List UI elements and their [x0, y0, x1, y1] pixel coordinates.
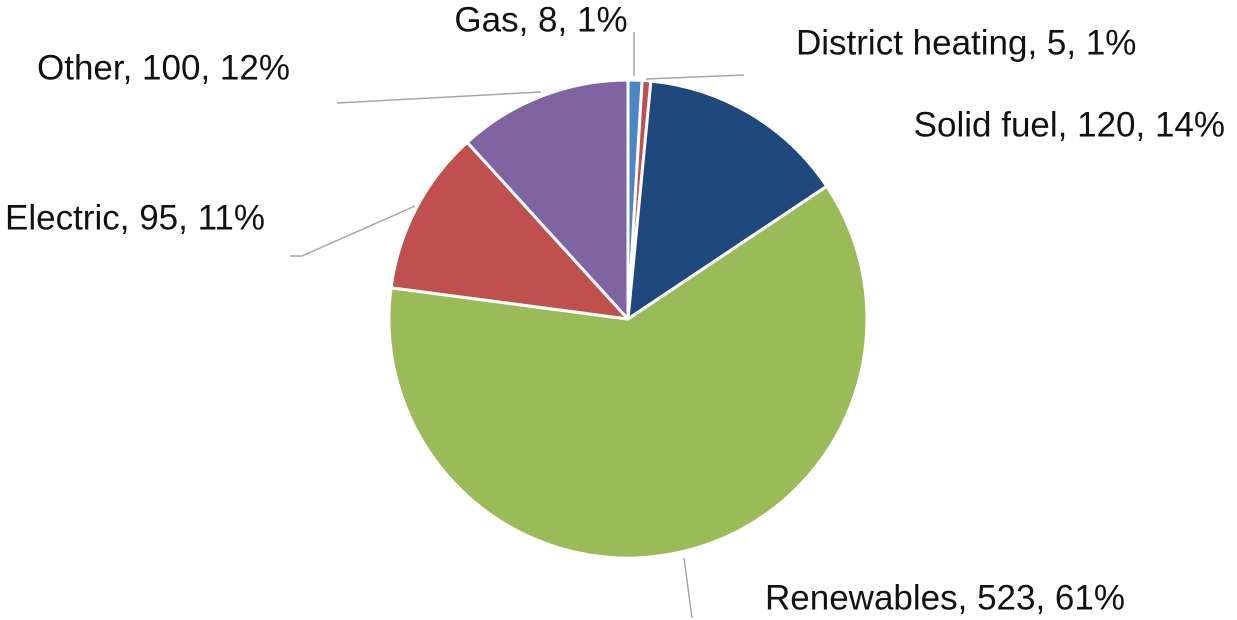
pie-slice: [465, 78, 630, 321]
data-label: Solid fuel, 120, 14%: [914, 105, 1225, 144]
data-label: Other, 100, 12%: [37, 48, 290, 87]
data-label: Electric, 95, 11%: [5, 198, 265, 237]
data-label: Renewables, 523, 61%: [765, 578, 1125, 617]
leader-line: [645, 74, 745, 80]
leader-line: [683, 557, 693, 619]
data-label: District heating, 5, 1%: [796, 23, 1136, 62]
data-label: Gas, 8, 1%: [454, 0, 627, 39]
leader-line: [336, 91, 542, 104]
pie-slice: [626, 79, 829, 321]
leader-line: [290, 205, 416, 257]
pie-slice: [389, 140, 630, 321]
pie-slice: [387, 184, 869, 560]
